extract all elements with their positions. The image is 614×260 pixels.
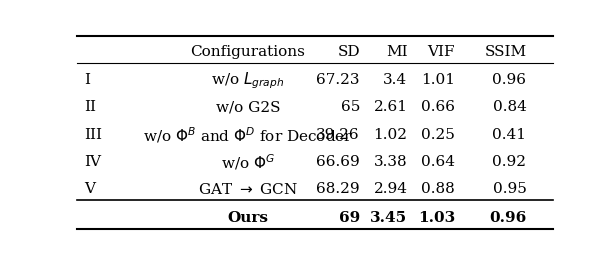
Text: 1.01: 1.01 [421,73,455,87]
Text: IV: IV [84,155,101,169]
Text: w/o G2S: w/o G2S [216,100,281,114]
Text: II: II [84,100,96,114]
Text: 69: 69 [339,211,360,225]
Text: 0.96: 0.96 [492,73,526,87]
Text: V: V [84,182,95,196]
Text: 0.66: 0.66 [421,100,455,114]
Text: 67.23: 67.23 [316,73,360,87]
Text: 0.88: 0.88 [421,182,455,196]
Text: w/o $\Phi^{B}$ and $\Phi^{D}$ for Decoder: w/o $\Phi^{B}$ and $\Phi^{D}$ for Decode… [143,126,353,145]
Text: w/o $L_{graph}$: w/o $L_{graph}$ [211,70,285,90]
Text: w/o $\Phi^{G}$: w/o $\Phi^{G}$ [221,152,275,172]
Text: 68.29: 68.29 [316,182,360,196]
Text: 65: 65 [341,100,360,114]
Text: 1.03: 1.03 [418,211,455,225]
Text: 3.4: 3.4 [383,73,408,87]
Text: 66.69: 66.69 [316,155,360,169]
Text: 2.61: 2.61 [373,100,408,114]
Text: 0.41: 0.41 [492,128,526,142]
Text: I: I [84,73,90,87]
Text: 0.95: 0.95 [492,182,526,196]
Text: 0.84: 0.84 [492,100,526,114]
Text: 39.26: 39.26 [316,128,360,142]
Text: 1.02: 1.02 [373,128,408,142]
Text: GAT $\rightarrow$ GCN: GAT $\rightarrow$ GCN [198,182,298,197]
Text: 3.45: 3.45 [370,211,408,225]
Text: 3.38: 3.38 [374,155,408,169]
Text: MI: MI [386,45,408,59]
Text: SSIM: SSIM [484,45,526,59]
Text: SD: SD [337,45,360,59]
Text: 0.92: 0.92 [492,155,526,169]
Text: 0.64: 0.64 [421,155,455,169]
Text: VIF: VIF [427,45,455,59]
Text: 0.25: 0.25 [421,128,455,142]
Text: 2.94: 2.94 [373,182,408,196]
Text: III: III [84,128,102,142]
Text: Configurations: Configurations [190,45,306,59]
Text: 0.96: 0.96 [489,211,526,225]
Text: Ours: Ours [228,211,268,225]
